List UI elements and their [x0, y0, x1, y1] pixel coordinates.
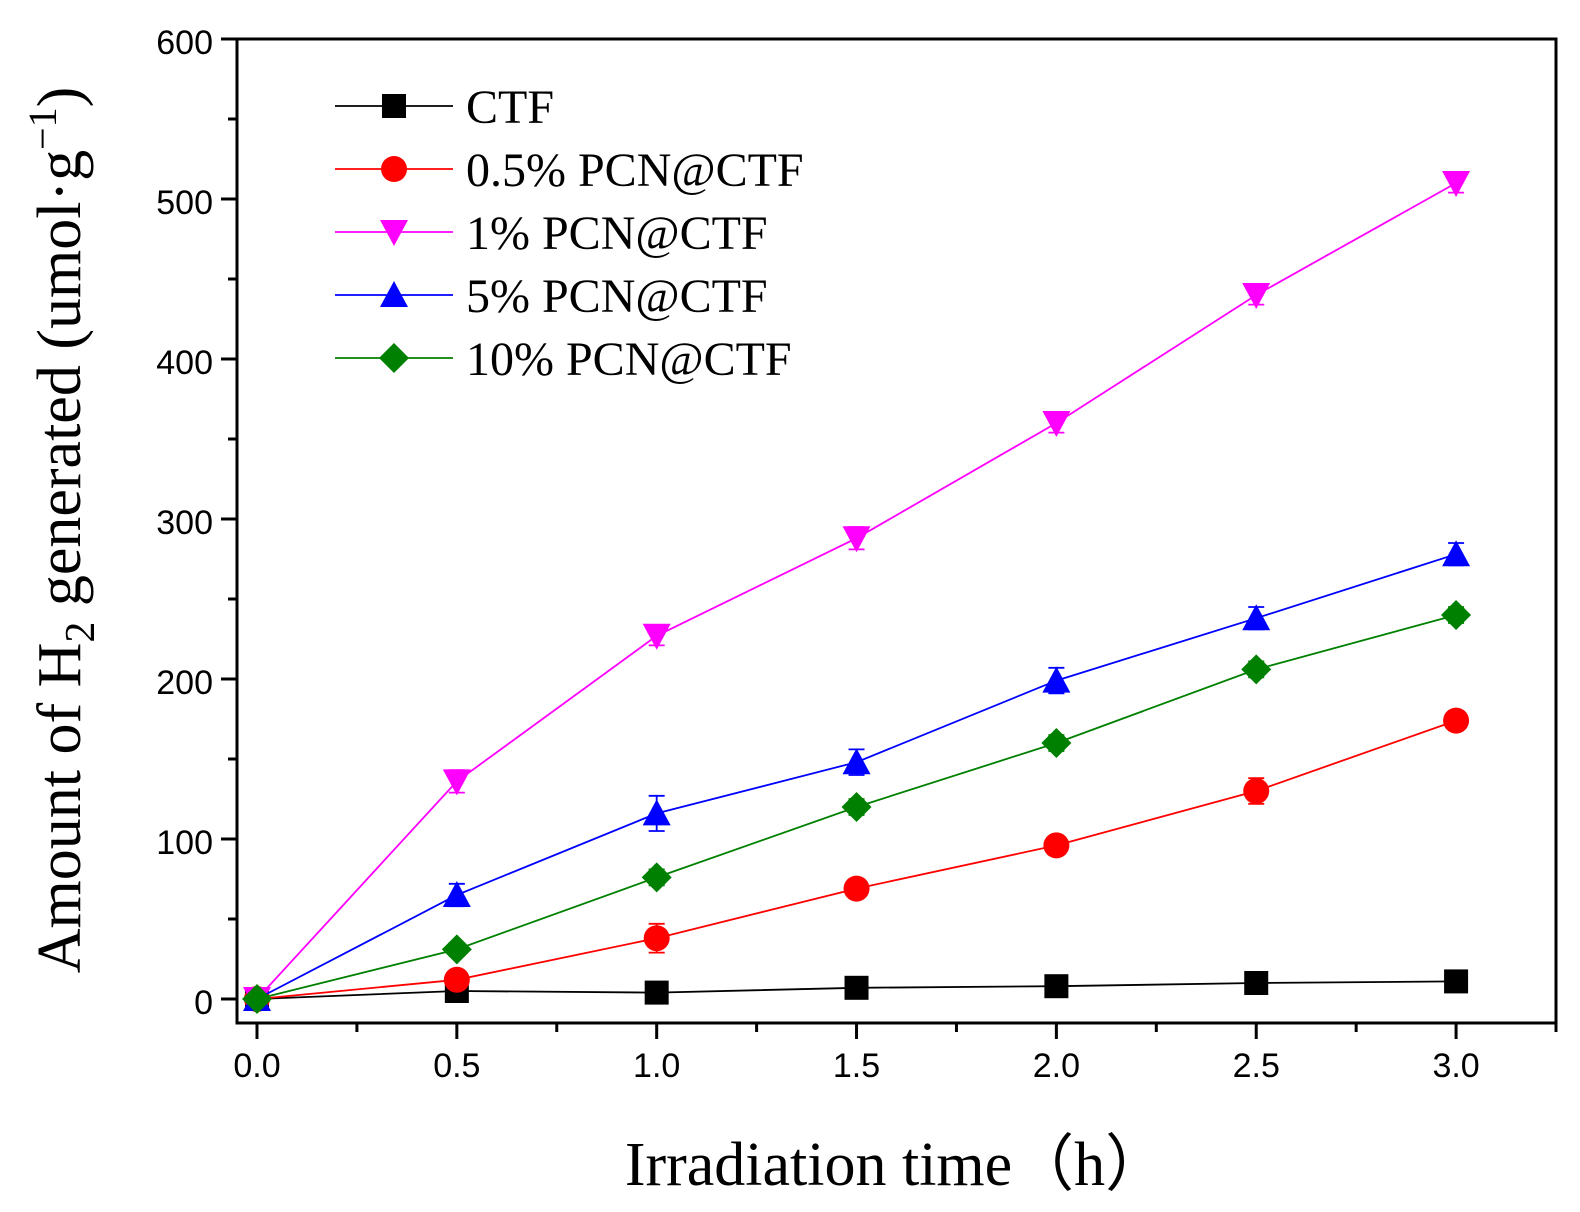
- y-tick-label: 500: [156, 184, 213, 222]
- data-point: [1044, 974, 1069, 999]
- data-point: [842, 526, 871, 553]
- axis-ticks: [221, 37, 1558, 1039]
- data-point: [1444, 969, 1469, 994]
- data-point: [1442, 540, 1471, 567]
- data-point: [1242, 604, 1271, 631]
- data-point: [642, 799, 671, 826]
- data-point: [842, 748, 871, 775]
- series-5% PCN@CTF: [242, 540, 1471, 1011]
- legend-marker: [380, 220, 408, 246]
- x-tick-label: 2.0: [1033, 1047, 1080, 1085]
- legend-item: CTF: [335, 81, 554, 134]
- y-axis-title-suffix: ): [26, 87, 94, 108]
- data-point: [1443, 707, 1470, 734]
- legend-item: 1% PCN@CTF: [335, 207, 768, 260]
- y-axis-title-prefix: Amount of H: [26, 643, 94, 974]
- x-tick-label: 1.0: [633, 1047, 680, 1085]
- series-10% PCN@CTF: [241, 600, 1472, 1014]
- data-point: [1042, 411, 1071, 437]
- y-axis-title-superscript: −1: [20, 107, 65, 150]
- legend-label: 10% PCN@CTF: [466, 333, 792, 386]
- data-point: [441, 934, 472, 965]
- y-tick-label: 600: [156, 24, 213, 62]
- data-point: [1441, 600, 1472, 630]
- legend-item: 10% PCN@CTF: [335, 333, 792, 386]
- series-line: [256, 553, 1457, 1000]
- data-point: [1242, 283, 1271, 309]
- data-point: [241, 984, 272, 1014]
- legend-item: 5% PCN@CTF: [335, 270, 768, 323]
- y-tick-label: 100: [156, 824, 213, 862]
- x-axis-title: Irradiation time（h）: [625, 1131, 1167, 1199]
- data-point: [641, 862, 672, 893]
- data-point: [1043, 832, 1070, 859]
- y-tick-label: 0: [194, 984, 213, 1022]
- x-tick-label: 1.5: [833, 1047, 880, 1085]
- y-tick-label: 300: [156, 504, 213, 542]
- data-point: [643, 925, 670, 952]
- x-tick-label: 0.0: [233, 1047, 280, 1085]
- data-point: [642, 623, 671, 650]
- data-point: [841, 792, 872, 822]
- y-axis-title-middle: generated (umol·g: [26, 150, 94, 622]
- y-axis-title: Amount of H2 generated (umol·g−1): [20, 87, 104, 974]
- data-point: [1041, 728, 1072, 758]
- x-tick-label: 2.5: [1233, 1047, 1280, 1085]
- data-point: [442, 881, 471, 907]
- y-tick-label: 400: [156, 344, 213, 382]
- legend-marker: [382, 94, 406, 118]
- legend: CTF 0.5% PCN@CTF 1% PCN@CTF 5% PCN@CTF 10% P…: [335, 81, 804, 386]
- data-point: [1244, 971, 1269, 995]
- data-point: [1042, 666, 1071, 693]
- series-CTF: [244, 969, 1469, 1011]
- data-point: [644, 980, 669, 1005]
- y-tick-label: 200: [156, 664, 213, 702]
- data-point: [442, 769, 471, 796]
- series-layer: [241, 171, 1472, 1014]
- data-point: [443, 966, 470, 993]
- data-point: [1243, 778, 1270, 804]
- data-point: [843, 875, 870, 902]
- legend-marker: [380, 281, 408, 307]
- y-axis-title-subscript: 2: [58, 622, 104, 643]
- data-point: [1442, 171, 1471, 197]
- legend-label: CTF: [466, 81, 554, 134]
- legend-label: 1% PCN@CTF: [466, 207, 768, 260]
- legend-label: 0.5% PCN@CTF: [466, 144, 804, 197]
- legend-item: 0.5% PCN@CTF: [335, 144, 804, 197]
- plot-area-frame: [235, 37, 1558, 1025]
- data-point: [1241, 654, 1272, 685]
- legend-marker: [381, 156, 407, 182]
- data-point: [844, 975, 869, 1000]
- legend-label: 5% PCN@CTF: [466, 270, 768, 323]
- legend-marker: [379, 343, 409, 373]
- x-tick-label: 3.0: [1432, 1047, 1479, 1085]
- x-tick-label: 0.5: [433, 1047, 480, 1085]
- axis-tick-labels: 0.0 0.5 1.0 1.5 2.0 2.5 3.0 0 100 200 300 400 500 600: [156, 24, 1479, 1085]
